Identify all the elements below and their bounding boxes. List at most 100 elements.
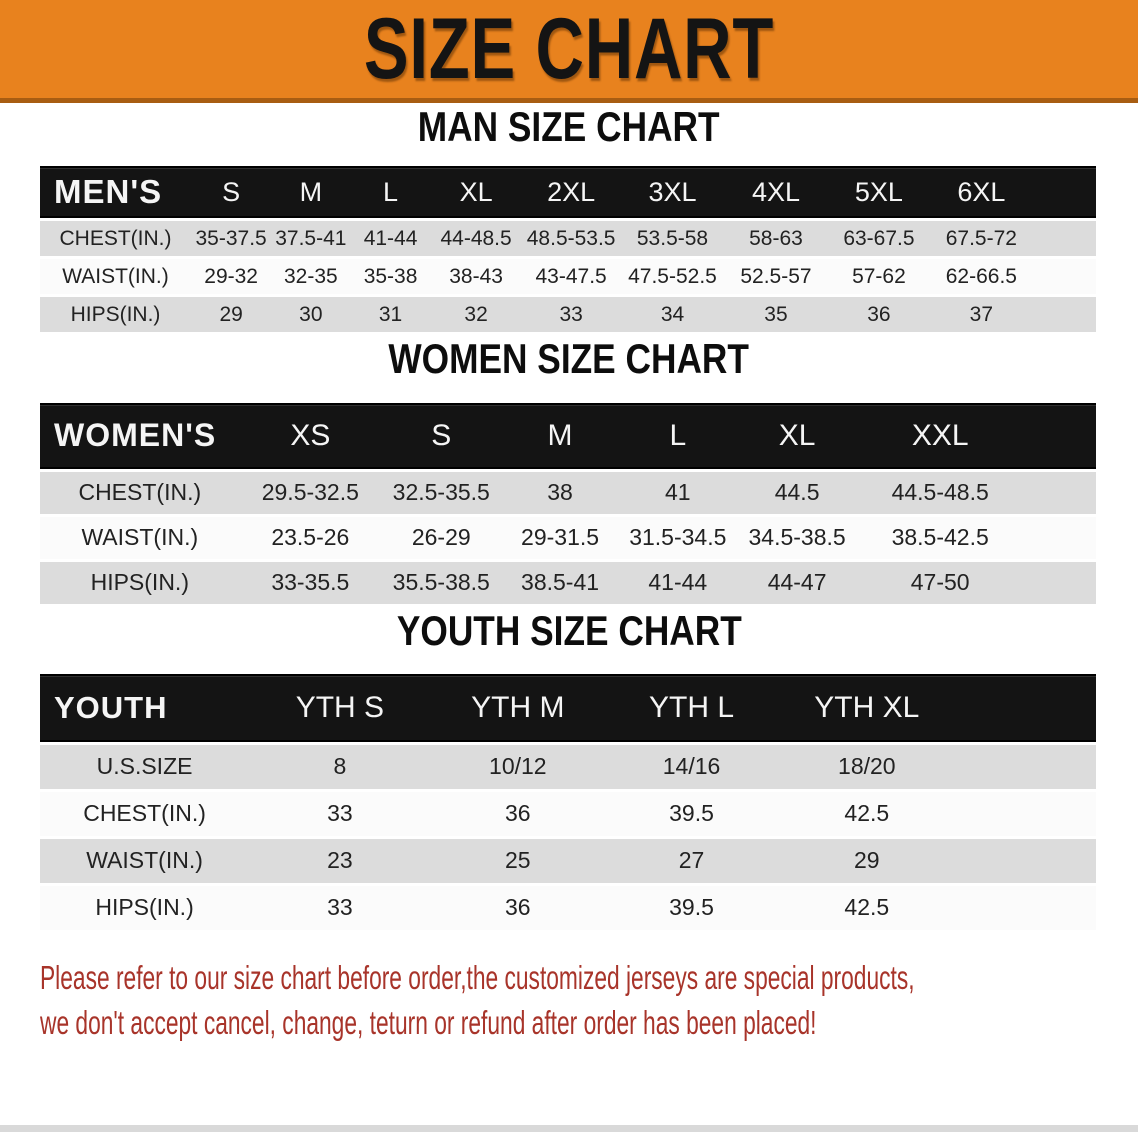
measurement-value: 37 [930,297,1033,333]
measurement-value: 29-32 [191,259,272,295]
measurement-value: 34 [620,297,725,333]
size-column-header: XL [430,166,522,219]
measurement-value: 38-43 [430,259,522,295]
size-column-header: YTH L [604,673,779,742]
women-section-heading-text: WOMEN SIZE CHART [388,335,750,383]
row-label: CHEST(IN.) [40,221,191,257]
corner-label: MEN'S [40,166,191,219]
filler-cell [955,673,1096,742]
row-label: HIPS(IN.) [40,561,240,604]
filler-cell [1023,516,1096,559]
row-label: U.S.SIZE [40,744,250,789]
measurement-value: 36 [430,885,605,930]
size-column-header: S [191,166,272,219]
row-label: HIPS(IN.) [40,885,250,930]
measurement-value: 47-50 [857,561,1024,604]
measurement-row: U.S.SIZE 8 10/12 14/16 18/20 [40,744,1096,789]
measurement-value: 32-35 [271,259,351,295]
size-chart-banner: SIZE CHART [0,0,1138,103]
measurement-value: 26-29 [381,516,502,559]
size-column-header: 4XL [724,166,828,219]
measurement-value: 53.5-58 [620,221,725,257]
measurement-value: 27 [604,838,779,883]
measurement-value: 57-62 [827,259,931,295]
size-header-row: MEN'S S M L XL 2XL 3XL 4XL 5XL 6XL [40,166,1096,219]
measurement-value: 58-63 [724,221,828,257]
measurement-value: 42.5 [778,885,956,930]
measurement-value: 36 [430,791,605,836]
measurement-value: 38.5-42.5 [857,516,1024,559]
filler-cell [955,838,1096,883]
measurement-row: WAIST(IN.) 23.5-26 26-29 29-31.5 31.5-34.5 34… [40,516,1096,559]
measurement-value: 62-66.5 [930,259,1033,295]
row-label: HIPS(IN.) [40,297,191,333]
measurement-value: 32 [430,297,522,333]
measurement-value: 44-48.5 [430,221,522,257]
measurement-value: 41 [618,471,737,514]
measurement-value: 18/20 [778,744,956,789]
size-column-header: S [381,402,502,469]
women-size-table: WOMEN'S XS S M L XL XXL CHEST(IN.) 29.5-32.5 32.5… [40,400,1096,607]
men-section-heading-text: MAN SIZE CHART [418,103,720,150]
row-label: WAIST(IN.) [40,259,191,295]
measurement-value: 39.5 [604,791,779,836]
size-column-header: M [501,402,619,469]
filler-cell [1023,471,1096,514]
filler-cell [1023,402,1096,469]
measurement-row: HIPS(IN.) 33-35.5 35.5-38.5 38.5-41 41-44 44-… [40,561,1096,604]
size-column-header: XXL [857,402,1024,469]
disclaimer-line-1: Please refer to our size chart before or… [40,958,915,996]
measurement-value: 39.5 [604,885,779,930]
measurement-value: 23.5-26 [239,516,382,559]
measurement-value: 34.5-38.5 [736,516,858,559]
measurement-value: 35-37.5 [191,221,272,257]
size-column-header: 5XL [827,166,931,219]
row-label: WAIST(IN.) [40,838,250,883]
filler-cell [955,744,1096,789]
measurement-value: 41-44 [618,561,737,604]
filler-cell [1032,297,1096,333]
measurement-value: 44.5-48.5 [857,471,1024,514]
women-section-heading: WOMEN SIZE CHART [0,335,1138,383]
measurement-value: 35.5-38.5 [381,561,502,604]
measurement-value: 25 [430,838,605,883]
measurement-value: 35-38 [350,259,431,295]
men-section: MAN SIZE CHART MEN'S S M L XL 2XL 3XL 4XL 5XL 6XL… [0,103,1138,335]
measurement-value: 33 [249,885,431,930]
filler-cell [955,791,1096,836]
measurement-value: 43-47.5 [521,259,621,295]
image-edge-strip [0,1125,1138,1132]
measurement-value: 14/16 [604,744,779,789]
measurement-value: 33-35.5 [239,561,382,604]
measurement-row: WAIST(IN.) 29-32 32-35 35-38 38-43 43-47.5 47.… [40,259,1096,295]
corner-label: WOMEN'S [40,402,240,469]
measurement-row: HIPS(IN.) 29 30 31 32 33 34 35 36 37 [40,297,1096,333]
measurement-value: 38.5-41 [501,561,619,604]
youth-size-table: YOUTH YTH S YTH M YTH L YTH XL U.S.SIZE 8 10/12… [40,671,1096,933]
measurement-value: 52.5-57 [724,259,828,295]
measurement-value: 23 [249,838,431,883]
measurement-row: CHEST(IN.) 29.5-32.5 32.5-35.5 38 41 44.5 44.5… [40,471,1096,514]
filler-cell [1023,561,1096,604]
measurement-row: CHEST(IN.) 33 36 39.5 42.5 [40,791,1096,836]
measurement-value: 31.5-34.5 [618,516,737,559]
size-column-header: 6XL [930,166,1033,219]
size-column-header: L [350,166,431,219]
size-column-header: YTH S [249,673,431,742]
disclaimer-line-2: we don't accept cancel, change, teturn o… [40,1003,817,1041]
measurement-value: 33 [249,791,431,836]
order-disclaimer: Please refer to our size chart before or… [40,955,1138,1045]
measurement-value: 47.5-52.5 [620,259,725,295]
youth-section: YOUTH SIZE CHART YOUTH YTH S YTH M YTH L YTH… [0,607,1138,933]
measurement-value: 44-47 [736,561,858,604]
filler-cell [1032,221,1096,257]
measurement-row: HIPS(IN.) 33 36 39.5 42.5 [40,885,1096,930]
measurement-value: 29.5-32.5 [239,471,382,514]
measurement-value: 38 [501,471,619,514]
size-column-header: XS [239,402,382,469]
measurement-value: 8 [249,744,431,789]
measurement-value: 35 [724,297,828,333]
corner-label: YOUTH [40,673,250,742]
size-column-header: 2XL [521,166,621,219]
women-section: WOMEN SIZE CHART WOMEN'S XS S M L XL XXL CHEST(… [0,335,1138,606]
